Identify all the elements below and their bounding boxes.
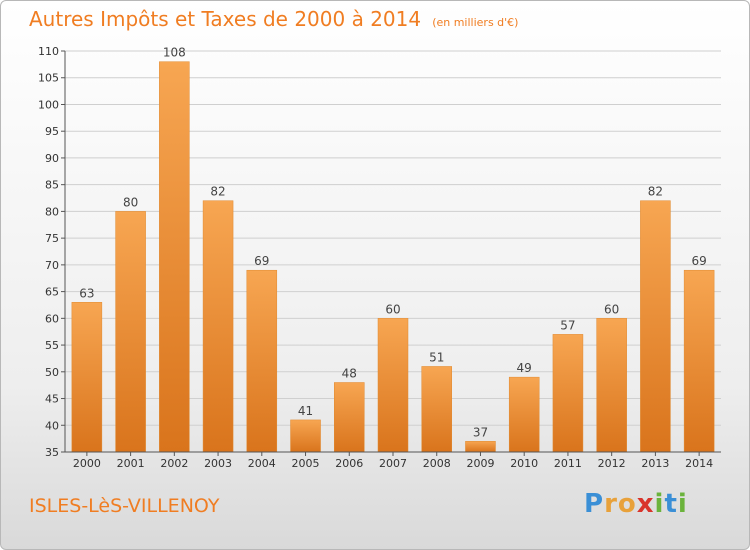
x-tick-label: 2004	[248, 457, 276, 470]
bar	[159, 61, 190, 453]
logo-letter: x	[636, 489, 655, 519]
y-tick-label: 40	[45, 419, 59, 432]
y-tick-label: 95	[45, 125, 59, 138]
title-row: Autres Impôts et Taxes de 2000 à 2014 (e…	[29, 7, 518, 31]
x-tick-label: 2006	[335, 457, 363, 470]
y-tick-label: 90	[45, 152, 59, 165]
bar	[465, 441, 496, 453]
bar	[508, 376, 540, 453]
data-label: 69	[691, 254, 706, 268]
logo-letter: i	[677, 489, 688, 519]
data-label: 69	[254, 254, 269, 268]
y-tick-label: 50	[45, 366, 59, 379]
y-tick-label: 110	[38, 45, 59, 58]
commune-name: ISLES-LèS-VILLENOY	[29, 495, 220, 517]
data-label: 60	[604, 302, 619, 316]
bar	[202, 200, 234, 453]
x-tick-label: 2003	[204, 457, 232, 470]
x-tick-label: 2013	[641, 457, 669, 470]
chart-title: Autres Impôts et Taxes de 2000 à 2014	[29, 7, 422, 31]
data-label: 48	[342, 366, 357, 380]
y-tick-label: 35	[45, 446, 59, 459]
data-label: 80	[123, 195, 138, 209]
logo-letter: r	[604, 489, 618, 519]
bar	[640, 200, 671, 453]
y-tick-label: 70	[45, 259, 59, 272]
x-tick-label: 2002	[160, 457, 188, 470]
bar	[290, 419, 321, 453]
x-tick-label: 2014	[685, 457, 713, 470]
y-tick-label: 80	[45, 205, 59, 218]
logo-letter: o	[617, 489, 637, 519]
data-label: 82	[648, 185, 663, 199]
bar	[552, 334, 584, 453]
bar	[71, 302, 103, 453]
bar	[334, 382, 365, 453]
y-tick-label: 65	[45, 286, 59, 299]
data-label: 82	[210, 185, 225, 199]
chart-subtitle: (en milliers d'€)	[432, 16, 519, 29]
bar	[246, 269, 278, 453]
x-tick-label: 2008	[423, 457, 451, 470]
bar	[683, 269, 715, 453]
logo-letter: P	[584, 489, 605, 519]
y-tick-label: 60	[45, 312, 59, 325]
logo-letter: t	[664, 489, 678, 519]
bar	[596, 318, 627, 453]
y-tick-label: 45	[45, 393, 59, 406]
x-tick-label: 2011	[554, 457, 582, 470]
x-tick-label: 2009	[466, 457, 494, 470]
data-label: 37	[473, 425, 488, 439]
data-label: 57	[560, 318, 575, 332]
data-label: 49	[517, 361, 532, 375]
logo-letter: i	[654, 489, 665, 519]
y-tick-label: 55	[45, 339, 59, 352]
y-tick-label: 100	[38, 98, 59, 111]
y-tick-label: 85	[45, 179, 59, 192]
x-tick-label: 2005	[292, 457, 320, 470]
data-label: 41	[298, 404, 313, 418]
x-tick-label: 2012	[598, 457, 626, 470]
data-label: 108	[163, 46, 186, 60]
data-label: 63	[79, 286, 94, 300]
x-tick-label: 2001	[117, 457, 145, 470]
data-label: 60	[385, 302, 400, 316]
x-tick-label: 2010	[510, 457, 538, 470]
y-tick-label: 75	[45, 232, 59, 245]
x-tick-label: 2000	[73, 457, 101, 470]
bar	[421, 366, 452, 453]
data-label: 51	[429, 350, 444, 364]
x-tick-label: 2007	[379, 457, 407, 470]
bar	[115, 211, 146, 453]
proxiti-logo: Proxiti	[584, 489, 688, 519]
bar	[377, 318, 409, 453]
y-tick-label: 105	[38, 72, 59, 85]
